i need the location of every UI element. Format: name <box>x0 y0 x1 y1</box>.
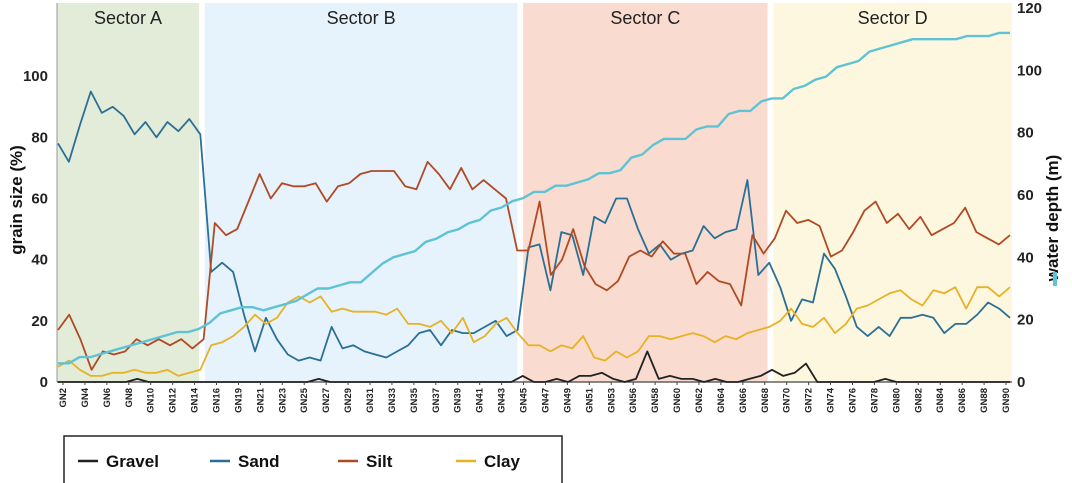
y-left-tick-20: 20 <box>31 313 48 330</box>
x-tick-GN23: GN23 <box>277 388 288 413</box>
sector-backgrounds <box>57 3 1012 382</box>
y-left-tick-80: 80 <box>31 129 48 146</box>
x-tick-GN66: GN66 <box>738 388 749 413</box>
series-line-silt <box>57 160 1011 371</box>
sector-band-3 <box>523 3 768 382</box>
sector-band-2 <box>204 3 518 382</box>
x-tick-GN27: GN27 <box>321 388 332 413</box>
sector-label-3: Sector C <box>610 8 680 28</box>
x-tick-GN39: GN39 <box>453 388 464 413</box>
x-tick-GN51: GN51 <box>584 387 595 413</box>
x-tick-GN70: GN70 <box>782 388 793 413</box>
x-tick-GN16: GN16 <box>212 388 223 413</box>
x-tick-GN47: GN47 <box>540 388 551 413</box>
x-tick-GN4: GN4 <box>80 387 91 407</box>
x-tick-GN35: GN35 <box>409 387 420 413</box>
legend-box <box>63 435 563 483</box>
legend: Gravel Sand Silt Clay <box>63 435 563 483</box>
x-tick-GN12: GN12 <box>168 388 179 413</box>
y-right-tick-20: 20 <box>1017 312 1034 329</box>
series-line-clay <box>57 286 1011 377</box>
x-tick-GN29: GN29 <box>343 388 354 413</box>
x-tick-GN76: GN76 <box>847 388 858 413</box>
x-tick-GN33: GN33 <box>387 388 398 413</box>
x-tick-GN21: GN21 <box>255 387 266 413</box>
legend-label-clay: Clay <box>484 452 520 471</box>
y-right-tick-labels: 0 20 40 60 80 100 120 <box>1017 0 1042 391</box>
series-lines <box>57 31 1011 383</box>
x-tick-GN86: GN86 <box>957 388 968 413</box>
x-tick-GN53: GN53 <box>606 388 617 413</box>
x-tick-GN78: GN78 <box>869 388 880 413</box>
y-left-tick-0: 0 <box>40 374 48 391</box>
x-tick-GN19: GN19 <box>233 388 244 413</box>
x-tick-GN43: GN43 <box>497 388 508 413</box>
y-axis-left-title: grain size (%) <box>7 145 26 255</box>
y-left-tick-40: 40 <box>31 252 48 269</box>
x-tick-GN37: GN37 <box>431 388 442 413</box>
y-right-tick-120: 120 <box>1017 0 1042 17</box>
legend-label-silt: Silt <box>366 452 393 471</box>
x-tick-GN60: GN60 <box>672 388 683 413</box>
x-tick-GN31: GN31 <box>365 387 376 413</box>
x-tick-GN6: GN6 <box>102 388 113 408</box>
x-tick-GN82: GN82 <box>913 388 924 413</box>
sector-band-1 <box>57 3 200 382</box>
y-left-tick-60: 60 <box>31 191 48 208</box>
x-tick-GN2: GN2 <box>58 388 69 408</box>
legend-label-sand: Sand <box>238 452 280 471</box>
x-tick-GN62: GN62 <box>694 388 705 413</box>
sector-label-2: Sector B <box>327 8 396 28</box>
series-line-sand <box>57 90 1011 362</box>
x-tick-GN45: GN45 <box>519 387 530 413</box>
x-tick-GN8: GN8 <box>124 388 135 408</box>
x-tick-GN49: GN49 <box>562 388 573 413</box>
x-tick-GN80: GN80 <box>891 388 902 413</box>
x-tick-GN64: GN64 <box>716 387 727 413</box>
x-tick-GN84: GN84 <box>935 387 946 413</box>
x-tick-GN25: GN25 <box>299 387 310 413</box>
x-tick-GN58: GN58 <box>650 388 661 413</box>
y-right-tick-60: 60 <box>1017 187 1034 204</box>
y-right-tick-100: 100 <box>1017 62 1042 79</box>
x-tick-GN90: GN90 <box>1001 388 1012 413</box>
x-tick-GN68: GN68 <box>760 388 771 413</box>
legend-label-gravel: Gravel <box>106 452 159 471</box>
y-axis-right-title: water depth (m) <box>1043 155 1062 283</box>
x-tick-GN88: GN88 <box>979 388 990 413</box>
x-tick-GN41: GN41 <box>475 387 486 413</box>
x-tick-GN10: GN10 <box>146 388 157 413</box>
water-depth-legend-swatch <box>1053 272 1057 286</box>
y-right-tick-0: 0 <box>1017 374 1025 391</box>
x-tick-GN14: GN14 <box>190 387 201 413</box>
y-left-tick-100: 100 <box>23 68 48 85</box>
series-line-water-depth <box>58 31 1010 365</box>
y-left-tick-labels: 0 20 40 60 80 100 <box>23 68 48 391</box>
x-tick-GN74: GN74 <box>826 387 837 413</box>
sector-labels: Sector A Sector B Sector C Sector D <box>94 8 928 28</box>
sector-label-4: Sector D <box>858 8 928 28</box>
y-right-tick-40: 40 <box>1017 249 1034 266</box>
sector-label-1: Sector A <box>94 8 162 28</box>
x-tick-labels: GN2 GN4 GN6 GN8 GN10 GN12 GN14 GN16 GN19 GN21 GN23… <box>58 382 1012 413</box>
y-right-tick-80: 80 <box>1017 125 1034 142</box>
x-tick-GN56: GN56 <box>628 388 639 413</box>
x-tick-GN72: GN72 <box>804 388 815 413</box>
